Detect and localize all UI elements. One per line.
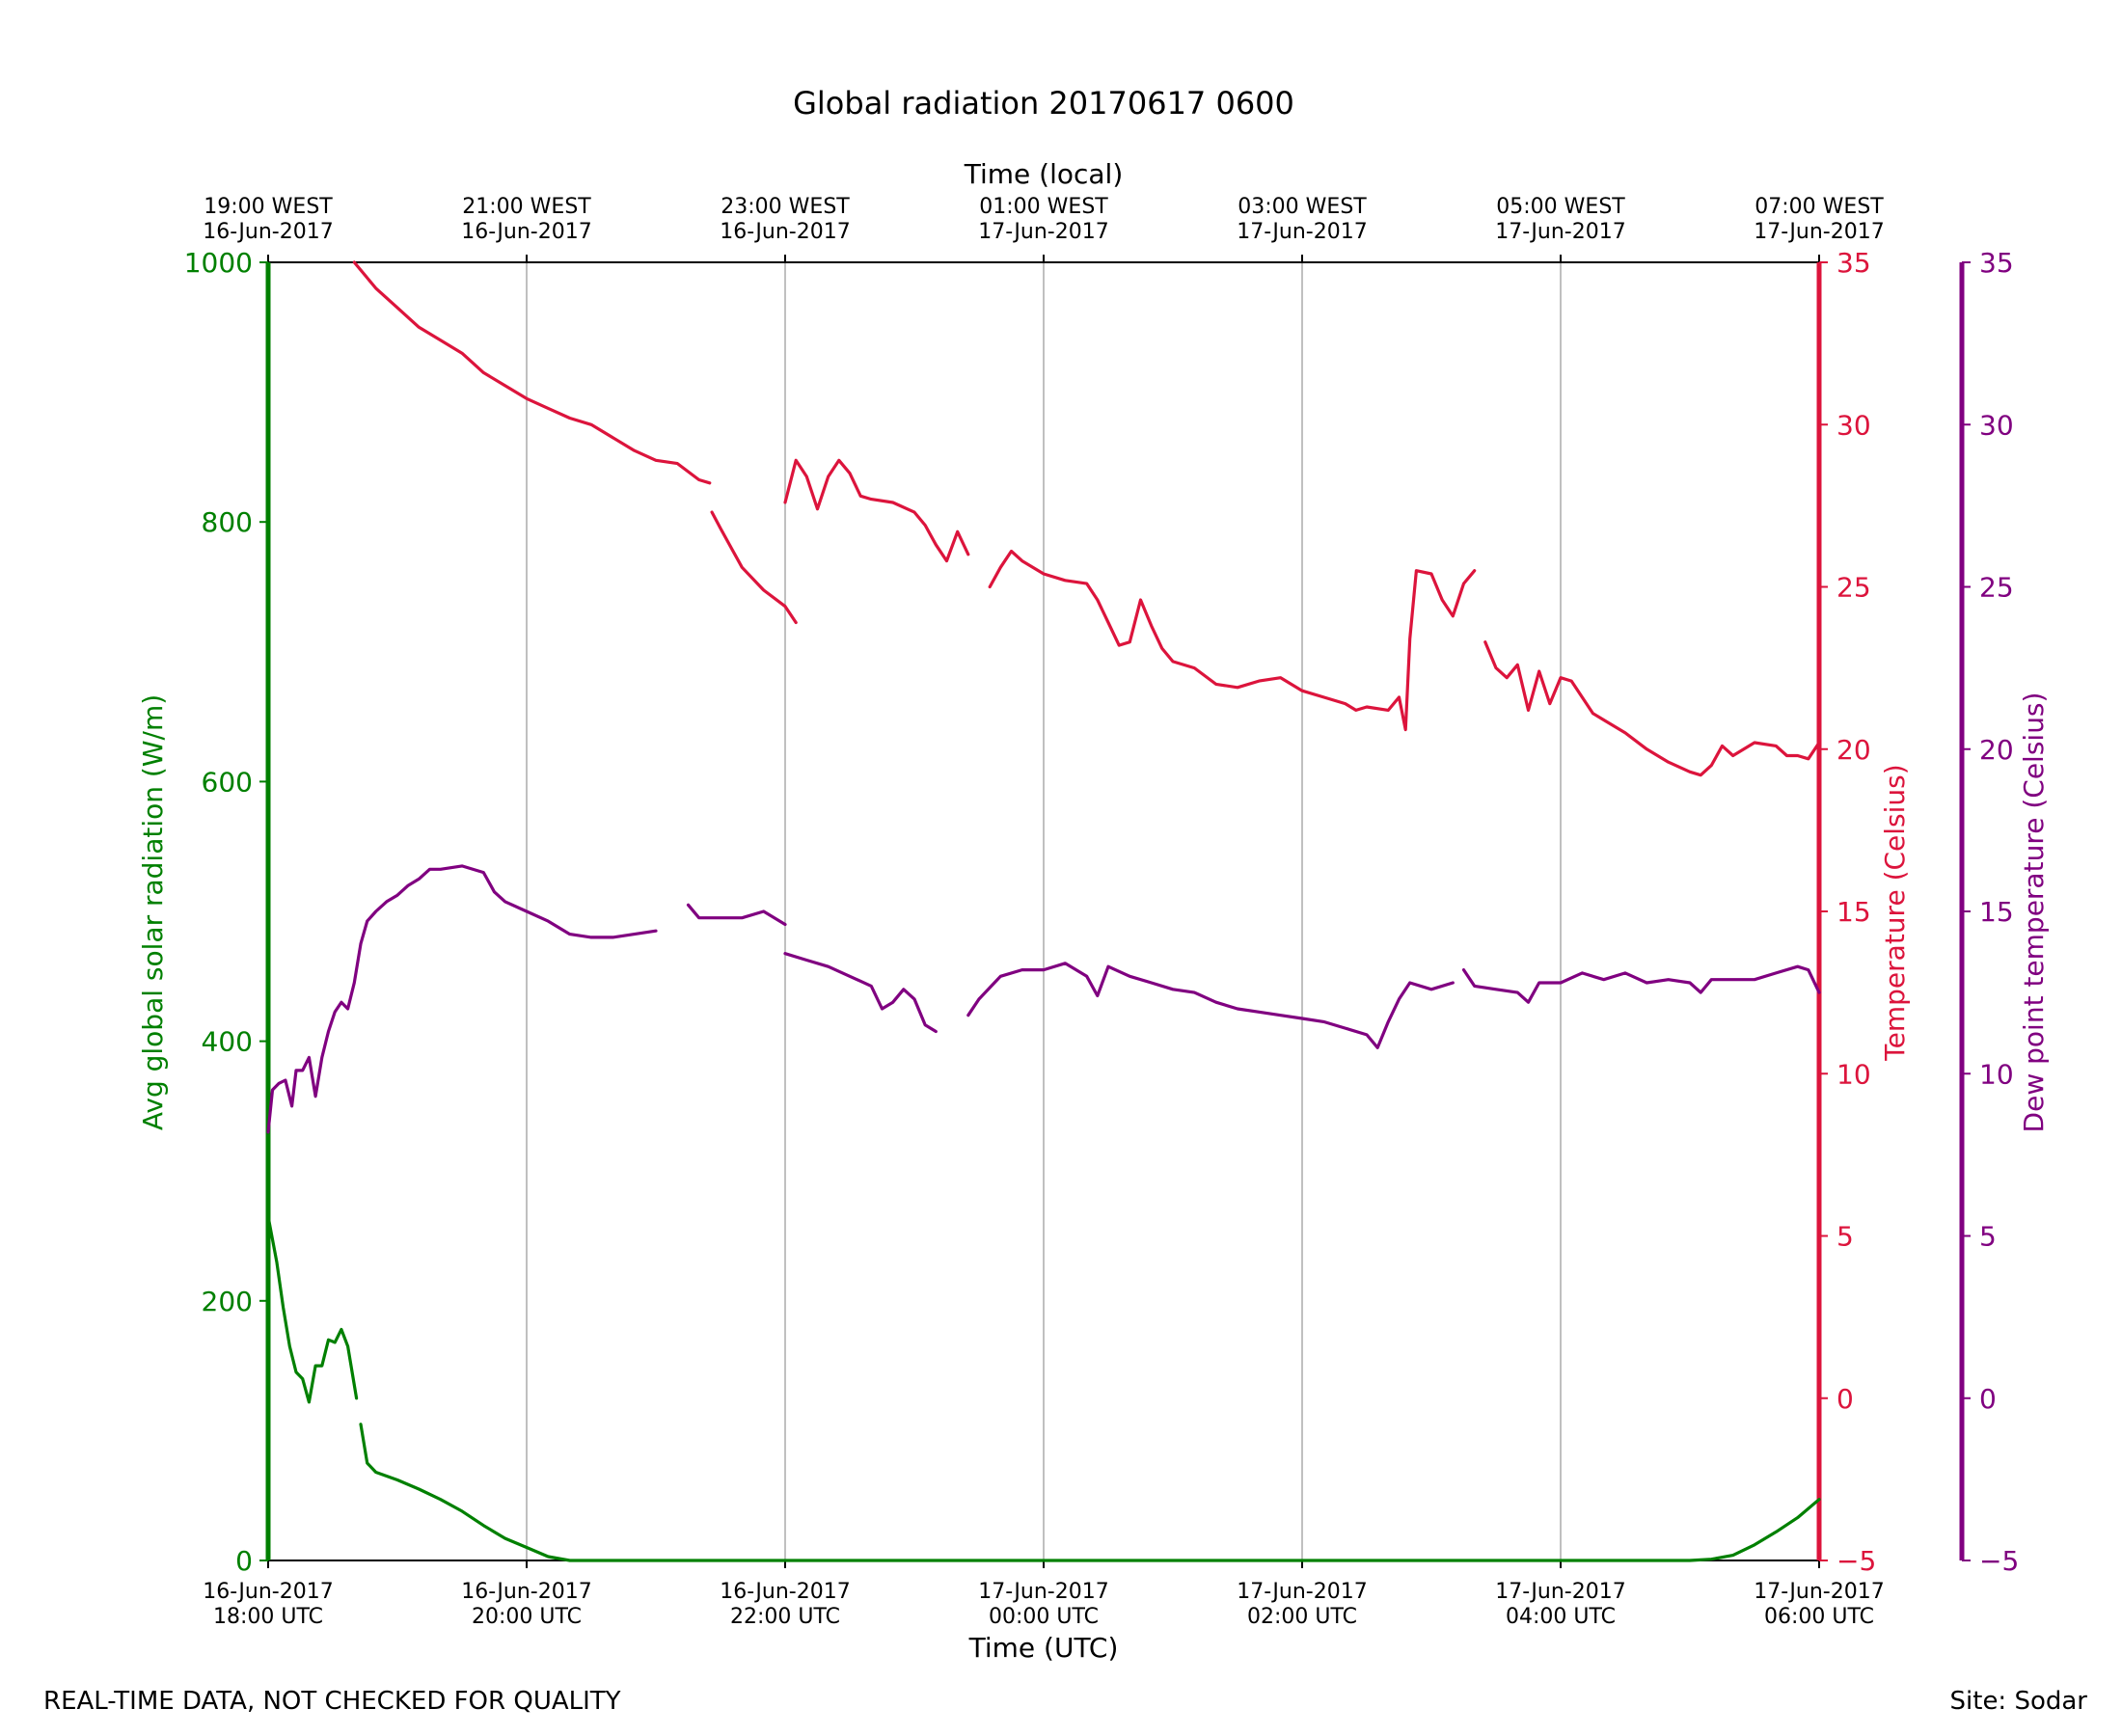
- x-tick-label-top-time: 23:00 WEST: [721, 195, 850, 219]
- radiation-tick-label: 800: [202, 506, 253, 538]
- x-tick-label-bottom-time: 20:00 UTC: [472, 1605, 582, 1629]
- y-axis-label-temperature: Temperature (Celsius): [1879, 764, 1911, 1061]
- x-tick-label-top-date: 17-Jun-2017: [978, 220, 1108, 244]
- x-tick-label-top-time: 01:00 WEST: [979, 195, 1108, 219]
- dewpoint-tick-label: 30: [1979, 409, 2014, 441]
- radiation-tick-label: 600: [202, 766, 253, 798]
- temperature-tick-label: 0: [1836, 1383, 1854, 1415]
- radiation-series-line: [266, 1214, 1821, 1562]
- x-axis-label-top: Time (local): [964, 158, 1124, 190]
- x-tick-label-top-time: 19:00 WEST: [204, 195, 333, 219]
- temperature-tick-label: 30: [1836, 409, 1871, 441]
- radiation-tick-label: 1000: [184, 247, 253, 279]
- x-tick-label-bottom-date: 16-Jun-2017: [720, 1580, 850, 1604]
- x-tick-label-bottom-date: 17-Jun-2017: [978, 1580, 1108, 1604]
- x-tick-label-bottom-date: 16-Jun-2017: [203, 1580, 333, 1604]
- temperature-tick-label: 15: [1836, 896, 1871, 928]
- x-tick-label-top-time: 03:00 WEST: [1238, 195, 1367, 219]
- x-tick-label-bottom-date: 16-Jun-2017: [461, 1580, 591, 1604]
- temperature-tick-label: 10: [1836, 1058, 1871, 1090]
- y-axis-label-dewpoint: Dew point temperature (Celsius): [2018, 692, 2050, 1133]
- x-tick-label-bottom-time: 06:00 UTC: [1764, 1605, 1874, 1629]
- x-tick-label-top-date: 17-Jun-2017: [1495, 220, 1625, 244]
- x-tick-label-top-time: 07:00 WEST: [1755, 195, 1884, 219]
- x-tick-label-top-date: 16-Jun-2017: [203, 220, 333, 244]
- x-tick-label-top-date: 16-Jun-2017: [461, 220, 591, 244]
- x-tick-label-top-time: 21:00 WEST: [462, 195, 591, 219]
- dewpoint-series-line: [266, 864, 1821, 1134]
- x-tick-label-bottom-time: 04:00 UTC: [1506, 1605, 1616, 1629]
- temperature-tick-label: 20: [1836, 734, 1871, 766]
- dewpoint-tick-label: 10: [1979, 1058, 2014, 1090]
- x-tick-label-bottom-date: 17-Jun-2017: [1495, 1580, 1625, 1604]
- dewpoint-tick-label: 5: [1979, 1221, 1997, 1253]
- chart-title: Global radiation 20170617 0600: [793, 85, 1294, 122]
- dewpoint-tick-label: 20: [1979, 734, 2014, 766]
- dewpoint-tick-label: 25: [1979, 572, 2014, 604]
- x-tick-label-top-date: 17-Jun-2017: [1754, 220, 1884, 244]
- temperature-tick-label: −5: [1836, 1545, 1876, 1577]
- x-tick-label-top-time: 05:00 WEST: [1496, 195, 1625, 219]
- x-axis-label-bottom: Time (UTC): [968, 1632, 1119, 1664]
- site-label: Site: Sodar: [1949, 1687, 2087, 1716]
- dewpoint-tick-label: −5: [1979, 1545, 2019, 1577]
- temperature-series-line: [352, 260, 1821, 777]
- dewpoint-tick-label: 0: [1979, 1383, 1997, 1415]
- x-tick-label-bottom-time: 22:00 UTC: [730, 1605, 840, 1629]
- quality-note: REAL-TIME DATA, NOT CHECKED FOR QUALITY: [43, 1687, 621, 1716]
- x-tick-label-bottom-time: 02:00 UTC: [1247, 1605, 1357, 1629]
- radiation-tick-label: 200: [202, 1286, 253, 1317]
- temperature-tick-label: 25: [1836, 572, 1871, 604]
- x-tick-label-top-date: 16-Jun-2017: [720, 220, 850, 244]
- temperature-tick-label: 5: [1836, 1221, 1854, 1253]
- temperature-tick-label: 35: [1836, 247, 1871, 279]
- dewpoint-tick-label: 15: [1979, 896, 2014, 928]
- radiation-tick-label: 400: [202, 1026, 253, 1058]
- y-axis-label-radiation: Avg global solar radiation (W/m): [137, 694, 169, 1130]
- x-tick-label-bottom-time: 00:00 UTC: [989, 1605, 1099, 1629]
- radiation-tick-label: 0: [235, 1545, 253, 1577]
- dewpoint-tick-label: 35: [1979, 247, 2014, 279]
- x-tick-label-bottom-time: 18:00 UTC: [213, 1605, 323, 1629]
- x-tick-label-bottom-date: 17-Jun-2017: [1237, 1580, 1367, 1604]
- x-tick-label-top-date: 17-Jun-2017: [1237, 220, 1367, 244]
- x-tick-label-bottom-date: 17-Jun-2017: [1754, 1580, 1884, 1604]
